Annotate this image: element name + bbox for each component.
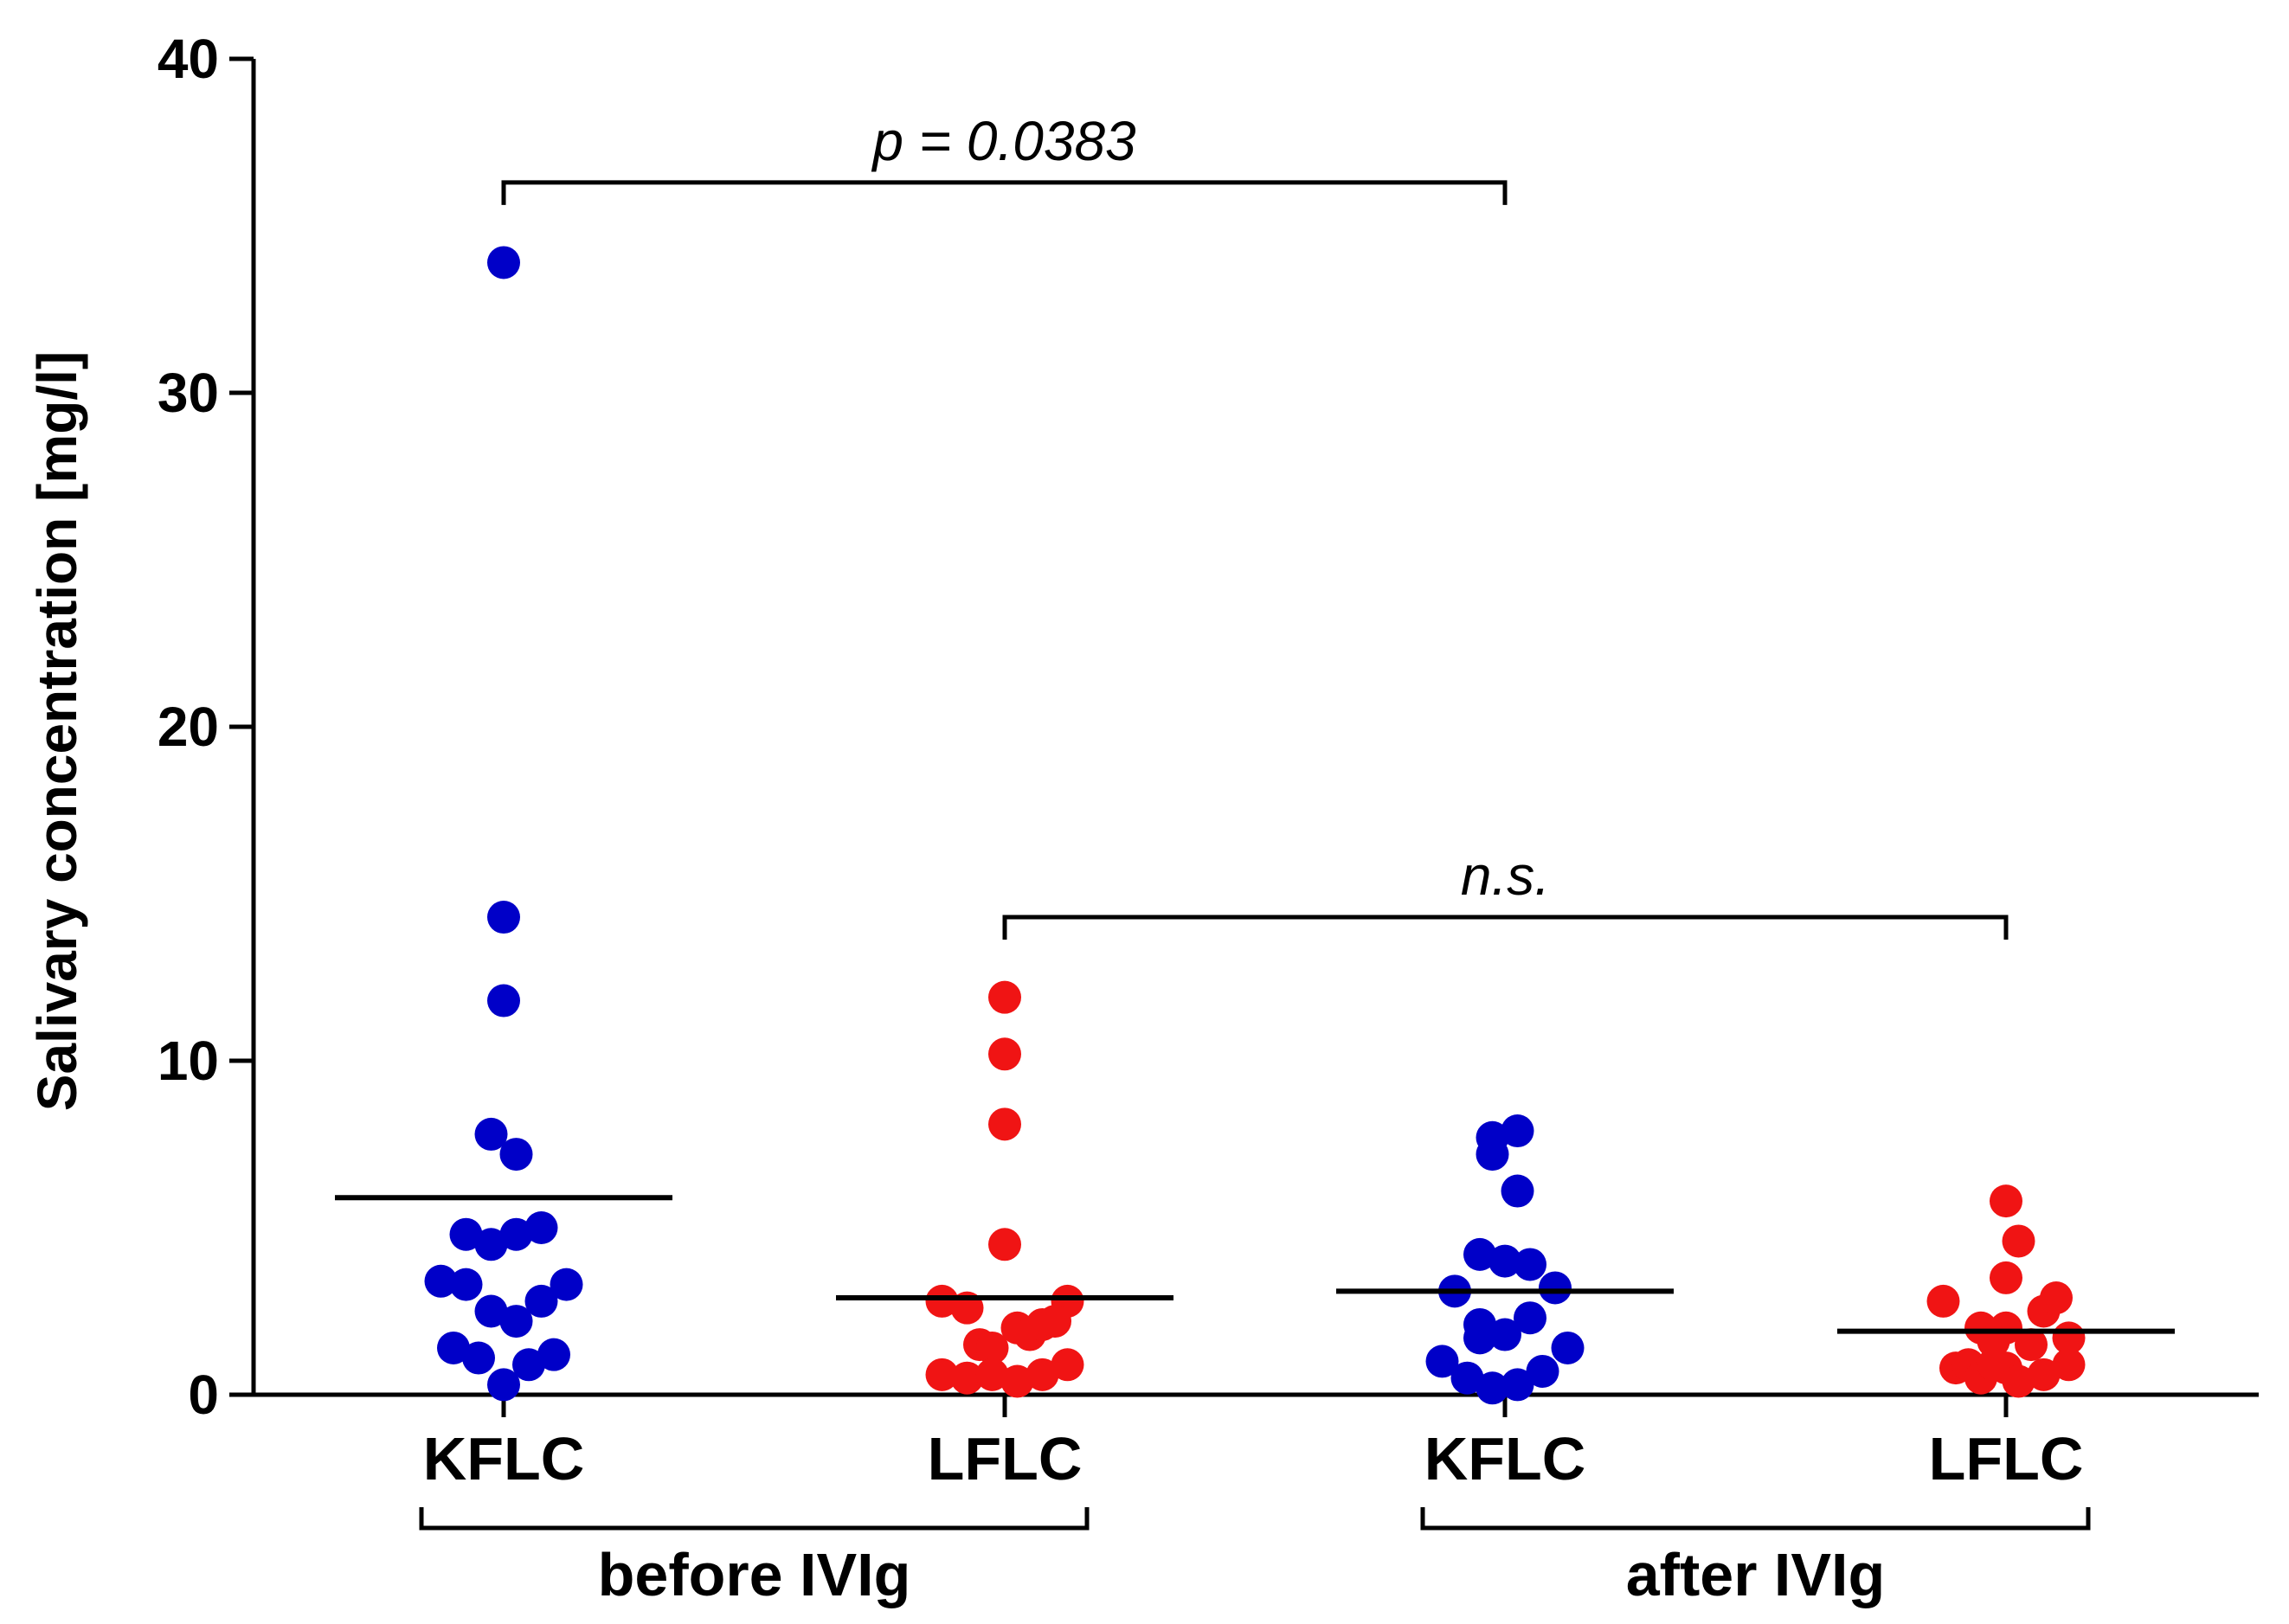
data-point	[1514, 1301, 1546, 1335]
data-point	[1488, 1244, 1521, 1278]
data-point	[1026, 1358, 1059, 1391]
data-point	[1488, 1318, 1521, 1351]
x-tick-label: LFLC	[928, 1425, 1083, 1492]
data-point	[512, 1348, 545, 1382]
data-point	[2040, 1281, 2073, 1315]
data-point	[474, 1294, 508, 1328]
data-point	[1476, 1138, 1509, 1171]
y-tick-label: 40	[158, 28, 219, 90]
data-point	[449, 1217, 483, 1251]
comparison-brackets: p = 0.0383 n.s.	[501, 110, 2009, 940]
data-point	[550, 1268, 583, 1301]
data-points	[424, 246, 2086, 1405]
comparison-bracket	[501, 180, 1508, 205]
data-point	[1539, 1271, 1572, 1305]
data-point	[437, 1331, 470, 1364]
data-point	[424, 1264, 458, 1298]
data-point	[1463, 1237, 1496, 1271]
data-point	[474, 1228, 508, 1261]
data-point	[1551, 1331, 1585, 1364]
data-point	[462, 1341, 495, 1375]
data-point	[1038, 1305, 1071, 1338]
data-point	[988, 1228, 1021, 1261]
data-point	[449, 1268, 483, 1301]
data-point	[537, 1338, 570, 1371]
data-point	[2002, 1224, 2035, 1258]
data-point	[499, 1305, 533, 1338]
data-point	[2027, 1358, 2061, 1391]
data-point	[988, 1107, 1021, 1141]
x-tick-label: KFLC	[1424, 1425, 1586, 1492]
group-brackets: before IVIg after IVIg	[419, 1507, 2091, 1608]
x-tick-label: LFLC	[1929, 1425, 2084, 1492]
mean-lines	[335, 1195, 2175, 1334]
data-point	[2015, 1328, 2048, 1362]
data-point	[474, 1117, 508, 1151]
y-tick-label: 30	[158, 362, 219, 424]
data-point	[524, 1211, 558, 1244]
y-tick-label: 10	[158, 1030, 219, 1092]
y-tick-label: 20	[158, 696, 219, 758]
data-point	[487, 901, 520, 934]
comparison-label: n.s.	[1461, 844, 1550, 907]
data-point	[1526, 1354, 1559, 1388]
axes: 0 10 20 30 40 KFLC LFLC KFLC LFLC	[158, 28, 2259, 1492]
data-point	[925, 1284, 959, 1318]
data-point	[524, 1284, 558, 1318]
data-point	[499, 1138, 533, 1171]
data-point	[487, 1368, 520, 1402]
x-tick-label: KFLC	[423, 1425, 585, 1492]
group-label: before IVIg	[598, 1541, 911, 1608]
data-point	[1501, 1174, 1534, 1208]
data-point	[1051, 1348, 1084, 1382]
data-point	[1450, 1361, 1484, 1395]
data-point	[975, 1331, 1009, 1364]
comparison-label: p = 0.0383	[871, 110, 1136, 172]
data-point	[487, 984, 520, 1017]
data-point	[1514, 1248, 1546, 1281]
data-point	[1000, 1364, 1034, 1398]
data-point	[2002, 1364, 2035, 1398]
group-label: after IVIg	[1626, 1541, 1886, 1608]
data-point	[1926, 1284, 1960, 1318]
comparison-bracket	[1002, 915, 2009, 940]
data-point	[1501, 1368, 1534, 1402]
data-point	[988, 1037, 1021, 1071]
data-point	[975, 1358, 1009, 1391]
data-point	[950, 1361, 984, 1395]
data-point	[499, 1217, 533, 1251]
data-point	[988, 980, 1021, 1014]
data-point	[1425, 1345, 1459, 1378]
data-point	[1501, 1114, 1534, 1148]
data-point	[925, 1358, 959, 1391]
group-bracket	[419, 1507, 1090, 1531]
data-point	[487, 246, 520, 279]
group-bracket	[1420, 1507, 2091, 1531]
y-tick-label: 0	[188, 1364, 219, 1426]
data-point	[1990, 1261, 2022, 1294]
data-point	[1476, 1371, 1509, 1405]
data-point	[2052, 1348, 2086, 1382]
data-point	[1463, 1321, 1496, 1355]
data-point	[1990, 1184, 2022, 1218]
y-axis-label: Salivary concentration [mg/l]	[26, 351, 88, 1111]
